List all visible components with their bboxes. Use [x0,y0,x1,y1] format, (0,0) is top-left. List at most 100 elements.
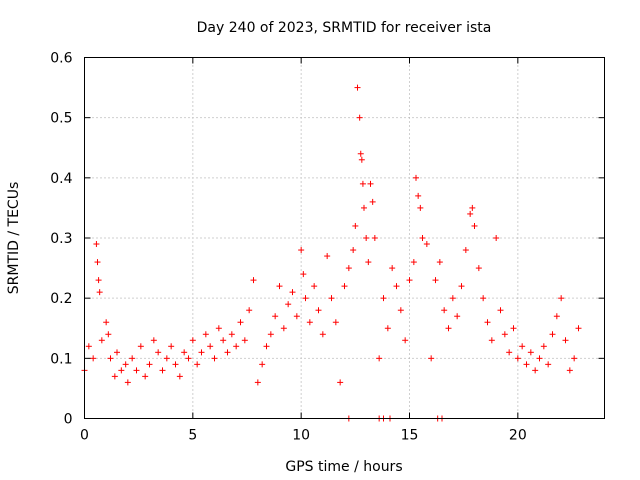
data-point [293,313,300,320]
data-point [356,114,363,121]
data-point [114,349,120,356]
data-point [566,367,573,374]
data-point [536,355,543,362]
data-point [423,241,430,248]
y-tick-label: 0 [64,412,73,428]
data-point [402,337,409,344]
data-point [118,367,125,374]
data-point [202,331,209,338]
data-point [380,295,387,302]
data-point [129,355,136,362]
data-point [289,289,296,296]
data-point [246,307,253,314]
y-tick-label: 0.6 [50,51,72,67]
data-point [324,253,331,260]
data-point [558,295,565,302]
data-point [267,331,274,338]
data-point [562,337,569,344]
data-point [532,367,539,374]
data-point [163,355,170,362]
x-tick-label: 10 [292,428,310,444]
data-point [198,349,205,356]
data-point [506,349,513,356]
data-point [185,355,192,362]
data-point [523,361,530,368]
data-point [319,331,326,338]
data-point [241,337,248,344]
data-point [168,343,175,350]
data-point [298,247,305,254]
data-point [365,259,372,266]
data-point [155,349,162,356]
data-point [207,343,214,350]
data-point [510,325,517,332]
data-point [415,192,422,199]
data-point [488,337,495,344]
x-tick-label: 20 [509,428,527,444]
data-point [514,355,521,362]
data-point [410,259,417,266]
data-point [259,361,266,368]
data-point [519,343,526,350]
data-point [224,349,231,356]
data-point [361,204,367,211]
data-point [454,313,461,320]
data-point [389,265,396,272]
data-point [189,337,196,344]
data-point [211,355,218,362]
data-point [237,319,244,326]
data-point [250,277,257,284]
data-point [122,361,129,368]
data-point [98,337,105,344]
y-tick-label: 0.1 [50,351,72,367]
points-layer [81,84,582,422]
data-point [467,210,474,217]
data-point [137,343,144,350]
data-point [441,307,448,314]
y-axis-label: SRMTID / TECUs [6,182,22,295]
x-tick-label: 0 [80,428,89,444]
data-point [458,283,465,290]
data-point [384,325,391,332]
data-point [285,301,292,308]
data-point [93,241,100,248]
data-point [445,325,452,332]
y-tick-label: 0.2 [50,291,72,307]
data-point [228,331,235,338]
data-point [549,331,556,338]
data-point [95,277,102,284]
chart-title: Day 240 of 2023, SRMTID for receiver ist… [197,20,492,36]
data-point [352,222,359,229]
data-point [215,325,222,332]
data-point [363,235,370,241]
data-point [475,265,482,272]
data-point [393,283,400,290]
data-point [181,349,188,356]
y-tick-label: 0.5 [50,111,72,127]
data-point [315,307,322,314]
data-point [306,319,313,326]
data-point [397,307,404,314]
data-point [371,235,378,241]
data-point [575,325,582,332]
data-point [133,367,140,374]
data-point [337,379,344,386]
data-point [358,156,365,163]
data-point [311,283,318,290]
data-point [332,319,339,326]
data-point [406,277,413,284]
data-point [359,180,366,187]
data-point [436,259,443,266]
data-point [111,373,118,380]
y-tick-label: 0.4 [50,171,72,187]
data-point [428,355,435,362]
data-point [469,204,476,211]
data-point [367,180,374,187]
data-point [571,355,578,362]
data-point [176,373,183,380]
data-point [527,349,534,356]
data-point [328,295,335,302]
y-tick-label: 0.3 [50,231,72,247]
data-point [417,204,424,211]
